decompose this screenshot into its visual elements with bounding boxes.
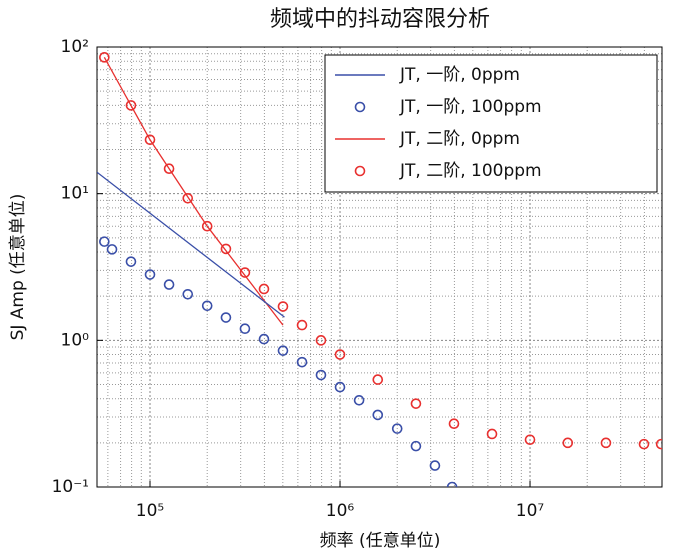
point — [125, 100, 137, 111]
y-axis-label: SJ Amp (任意单位) — [8, 194, 28, 341]
point — [391, 423, 403, 434]
point — [99, 236, 110, 247]
point — [334, 349, 346, 360]
point — [220, 243, 232, 255]
point — [201, 220, 213, 232]
point — [448, 418, 460, 430]
point — [125, 256, 137, 267]
point — [524, 434, 536, 446]
point — [163, 163, 175, 174]
point — [372, 409, 384, 421]
legend-label: JT, 二阶, 0ppm — [399, 129, 520, 149]
point — [220, 312, 232, 323]
point — [182, 288, 194, 300]
point — [600, 437, 612, 449]
point — [446, 481, 458, 487]
point — [106, 244, 118, 255]
point — [353, 395, 365, 406]
point — [486, 428, 498, 440]
plot-frame — [96, 46, 663, 488]
chart-title: 频域中的抖动容限分析 — [270, 7, 490, 32]
series-line — [103, 57, 284, 326]
point — [99, 52, 110, 63]
point — [410, 440, 422, 452]
point — [239, 267, 251, 278]
plot-area — [97, 52, 662, 487]
legend-box — [324, 54, 658, 193]
point — [315, 335, 327, 346]
y-tick-label: 10² — [61, 37, 89, 57]
point — [562, 437, 574, 449]
point — [144, 134, 156, 146]
legend-label: JT, 一阶, 100ppm — [399, 97, 542, 117]
point — [258, 333, 270, 345]
point — [277, 301, 289, 312]
legend-label: JT, 二阶, 100ppm — [399, 161, 542, 181]
y-tick-label: 10⁻¹ — [52, 477, 89, 497]
point — [277, 345, 289, 356]
x-tick-label: 10⁷ — [516, 501, 545, 521]
point — [296, 356, 308, 368]
point — [296, 319, 308, 331]
point — [258, 283, 270, 295]
point — [315, 369, 327, 381]
point — [638, 438, 650, 450]
x-tick-label: 10⁵ — [136, 501, 164, 521]
legend-marker — [354, 101, 366, 113]
point — [144, 269, 156, 280]
legend-label: JT, 一阶, 0ppm — [399, 65, 520, 85]
point — [410, 398, 422, 409]
point — [372, 374, 384, 385]
point — [182, 192, 194, 204]
series-line — [97, 171, 285, 318]
point — [163, 279, 175, 290]
point — [239, 323, 251, 335]
y-tick-label: 10¹ — [61, 184, 89, 204]
legend-marker — [354, 165, 366, 177]
point — [334, 381, 346, 393]
point — [655, 438, 662, 450]
x-tick-label: 10⁶ — [326, 501, 355, 521]
point — [429, 460, 441, 471]
y-tick-label: 10⁰ — [61, 330, 90, 350]
x-axis-label: 频率 (任意单位) — [320, 531, 441, 551]
point — [201, 300, 213, 312]
